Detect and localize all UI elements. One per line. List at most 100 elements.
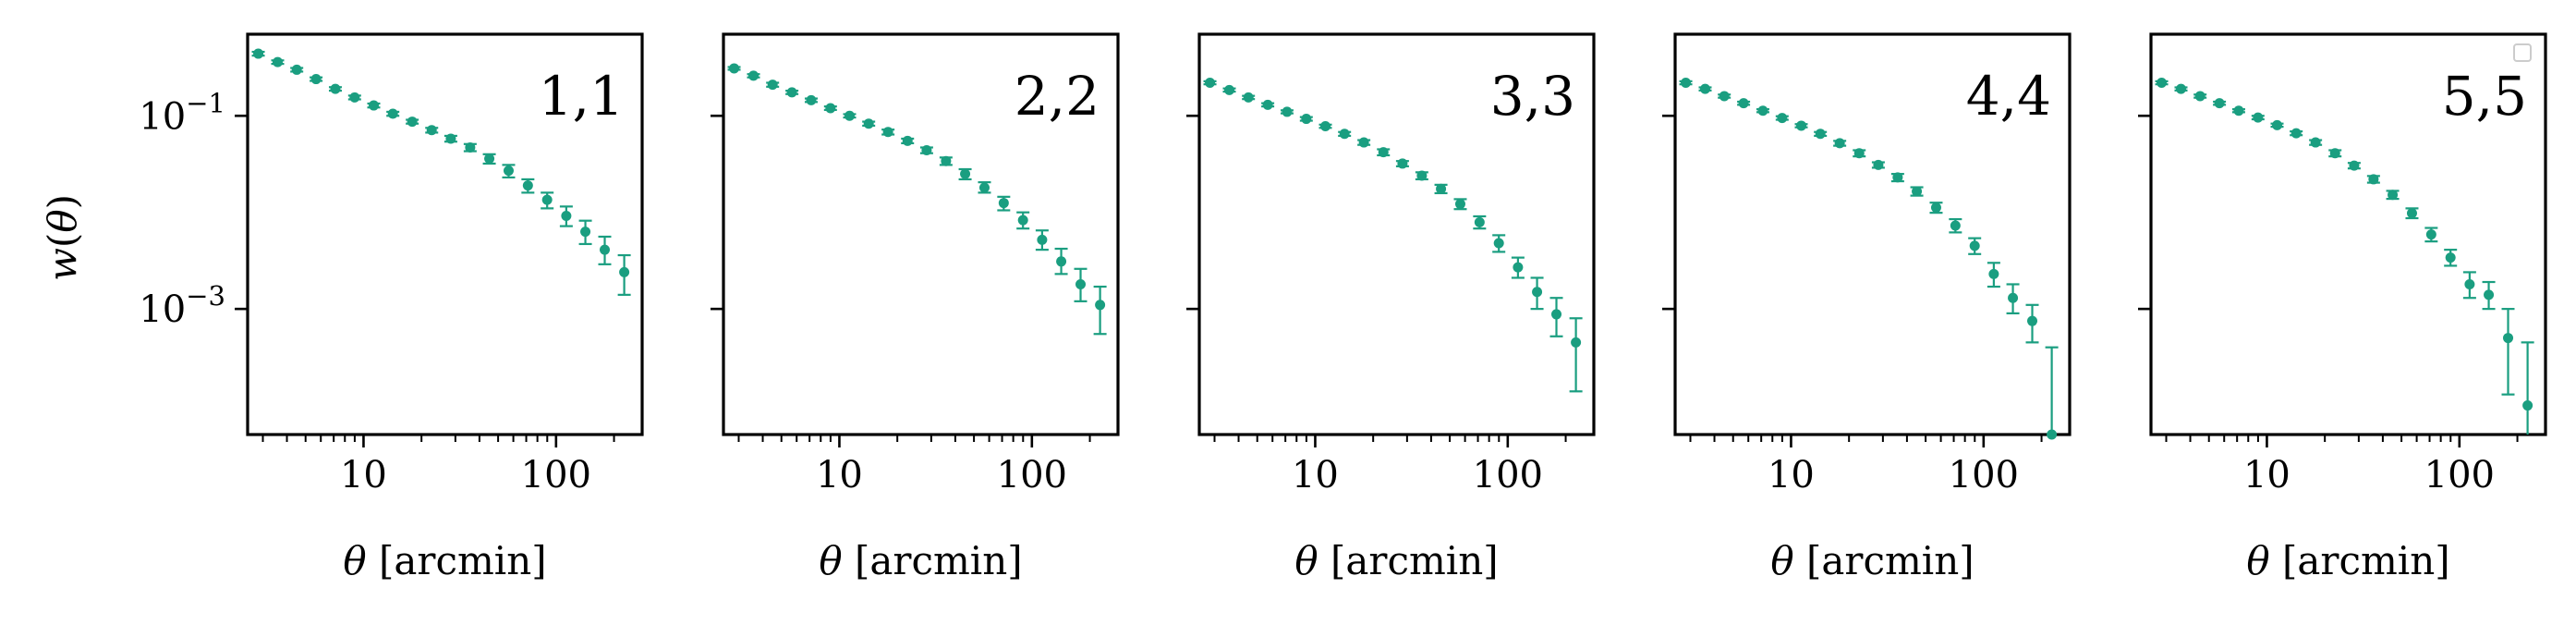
data-point [253,48,264,59]
data-point [580,227,591,238]
data-point [1551,309,1562,320]
data-point [2484,289,2495,300]
data-point [1205,77,1216,88]
data-point [522,180,533,191]
data-point [2445,252,2456,263]
data-point [941,155,952,166]
data-point [2272,119,2283,130]
axes-frame [722,32,1120,436]
data-point [291,64,302,75]
data-point [806,94,817,105]
data-point [1493,238,1504,249]
data-point [1513,262,1524,273]
data-point [825,103,836,114]
data-point [1301,114,1312,125]
data-point [998,198,1009,209]
x-tick-label: 10 [1768,454,1815,496]
data-point [1095,300,1106,311]
data-point [1930,202,1941,214]
data-point [863,118,874,129]
data-point [978,182,990,193]
panel-label: 1,1 [539,65,624,128]
x-axis-label: θ [arcmin] [819,538,1022,583]
data-point [1950,220,1961,231]
data-point [619,266,630,277]
data-point [1454,199,1465,210]
data-point [407,116,418,128]
data-point [2027,315,2038,326]
data-point [369,100,380,111]
x-axis-label: θ [arcmin] [343,538,546,583]
legend-box [2513,43,2532,62]
data-point [2503,333,2514,344]
x-tick-label: 10 [340,454,387,496]
x-tick-label: 10 [1292,454,1339,496]
data-point [387,108,398,119]
data-point [729,63,740,74]
data-point [2175,83,2186,94]
data-point [786,87,797,98]
data-point [1988,268,1999,279]
data-point [1815,129,1826,140]
data-point [844,110,856,121]
data-point [2522,400,2533,411]
axes-frame [2149,32,2547,436]
x-tick-label: 10 [816,454,863,496]
x-axis-label: θ [arcmin] [1294,538,1498,583]
data-point [1339,129,1350,140]
data-point [541,194,553,205]
data-point [2253,112,2264,123]
data-point [349,92,360,103]
x-tick-label: 100 [2424,454,2495,496]
panel-1: 10 100 10−1 10−3 θ [arcmin] 1,1 [139,32,644,583]
data-point [1853,148,1865,159]
data-point [1037,234,1048,245]
data-point [2047,429,2058,440]
data-point [1757,105,1768,116]
data-point [484,153,495,165]
data-point [1873,159,1884,170]
panel-label: 2,2 [1015,65,1100,128]
data-point [1532,287,1543,298]
panels-container: 10 100 10−1 10−3 θ [arcmin] 1,1 10 100 θ [arcmin… [139,32,2547,583]
data-point [2464,278,2475,289]
data-point [1378,147,1389,158]
data-point [1892,172,1903,183]
data-point [2329,148,2340,159]
data-point [445,133,456,144]
data-point [1796,120,1807,131]
y-tick-label: 10−1 [139,87,225,138]
x-tick-label: 100 [1949,454,2019,496]
data-point [2233,105,2244,116]
data-point [1436,183,1447,194]
panel-3: 10 100 θ [arcmin] 3,3 [1186,32,1596,583]
data-point [272,56,283,67]
data-point [1282,106,1293,117]
data-point [2310,137,2321,148]
data-point [1017,214,1028,226]
panel-2: 10 100 θ [arcmin] 2,2 [711,32,1120,583]
data-point [1056,256,1067,267]
data-point [2388,190,2399,201]
data-point [1358,137,1369,148]
data-point [747,70,759,81]
axes-frame [1197,32,1596,436]
data-point [2008,292,2019,303]
x-tick-label: 10 [2243,454,2290,496]
panel-5: 10 100 θ [arcmin] 5,5 [2138,32,2547,583]
y-tick-label: 10−3 [139,280,225,331]
y-axis-label: w(θ) [40,194,85,281]
data-point [561,210,572,221]
data-point [1719,91,1730,102]
data-point [1681,77,1692,88]
data-point [1416,170,1428,181]
data-point [2406,208,2417,219]
axes-frame [246,32,644,436]
data-point [921,144,932,155]
data-point [330,83,341,94]
data-point [465,142,476,153]
data-point [1223,84,1234,95]
data-point [1834,138,1845,149]
data-point [426,125,437,136]
